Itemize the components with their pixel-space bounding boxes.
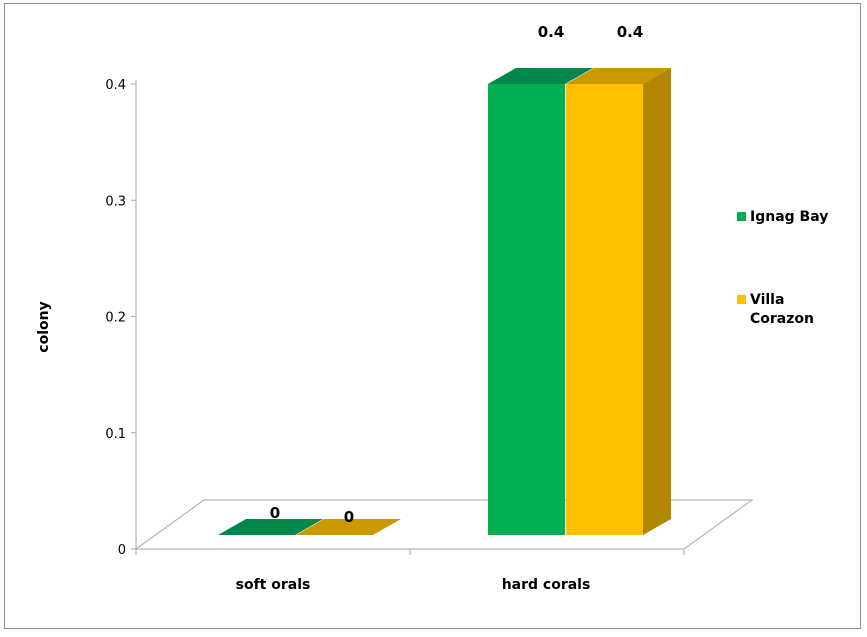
bar-top-face [218, 519, 323, 535]
legend-label: Villa [750, 292, 784, 308]
y-tick-label: 0.4 [105, 78, 126, 93]
bar-top-face [296, 519, 401, 535]
bar-top-face [566, 68, 671, 84]
legend-label: Ignag Bay [750, 209, 828, 225]
x-category-label: soft orals [236, 577, 311, 593]
bar-front-face [488, 84, 565, 535]
data-label: 0.4 [617, 23, 644, 41]
y-tick-label: 0.2 [105, 311, 126, 326]
y-tick-label: 0.1 [105, 427, 126, 442]
data-label: 0 [344, 508, 354, 526]
x-category-label: hard corals [502, 577, 591, 593]
y-tick-label: 0.3 [105, 194, 126, 209]
legend-label: Corazon [750, 311, 814, 327]
bar-top-face [488, 68, 593, 84]
bar-front-face [566, 84, 643, 535]
data-label: 0.4 [538, 23, 565, 41]
data-label: 0 [270, 504, 280, 522]
bar-side-face [643, 68, 671, 535]
y-tick-label: 0 [118, 543, 126, 558]
legend-swatch [737, 212, 746, 221]
legend-swatch [737, 295, 746, 304]
y-axis-title: colony [36, 301, 52, 352]
